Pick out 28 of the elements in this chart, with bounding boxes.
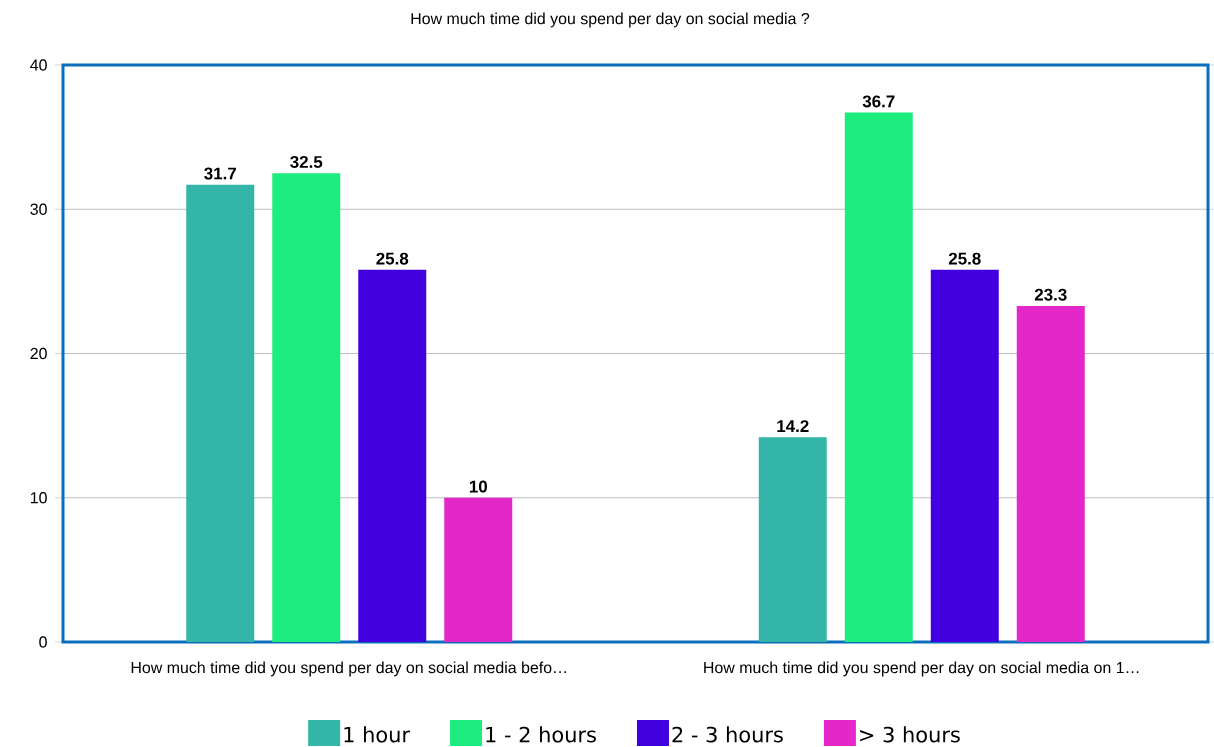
legend-label: 1 hour [344,726,411,743]
data-label: 32.5 [290,155,323,168]
bar [758,437,827,642]
legend-label: 1 - 2 hours [486,726,596,743]
y-tick-label: 20 [30,347,47,360]
data-label: 23.3 [1034,288,1067,301]
chart-title: How much time did you spend per day on social media ? [411,12,810,28]
bar [844,112,913,642]
data-label: 25.8 [948,252,981,265]
bar [930,269,999,642]
x-tick-label: How much time did you spend per day on social media befo… [131,661,566,677]
bar [272,173,341,642]
legend-label: > 3 hours [860,726,960,743]
bar [186,184,255,642]
data-label: 36.7 [862,95,895,108]
y-tick-label: 30 [30,203,47,215]
bar [358,269,427,642]
legend-label: 2 - 3 hours [672,726,783,743]
y-tick-label: 40 [30,59,47,71]
y-tick-label: 10 [30,492,47,504]
x-tick-label: How much time did you spend per day on social media on 1… [704,661,1139,677]
data-label: 31.7 [204,167,236,180]
data-label: 25.8 [376,252,409,265]
bar [1016,305,1085,642]
y-tick-label: 0 [39,636,47,648]
data-label: 10 [469,480,487,493]
bar [444,497,513,642]
data-label: 14.2 [777,420,809,432]
